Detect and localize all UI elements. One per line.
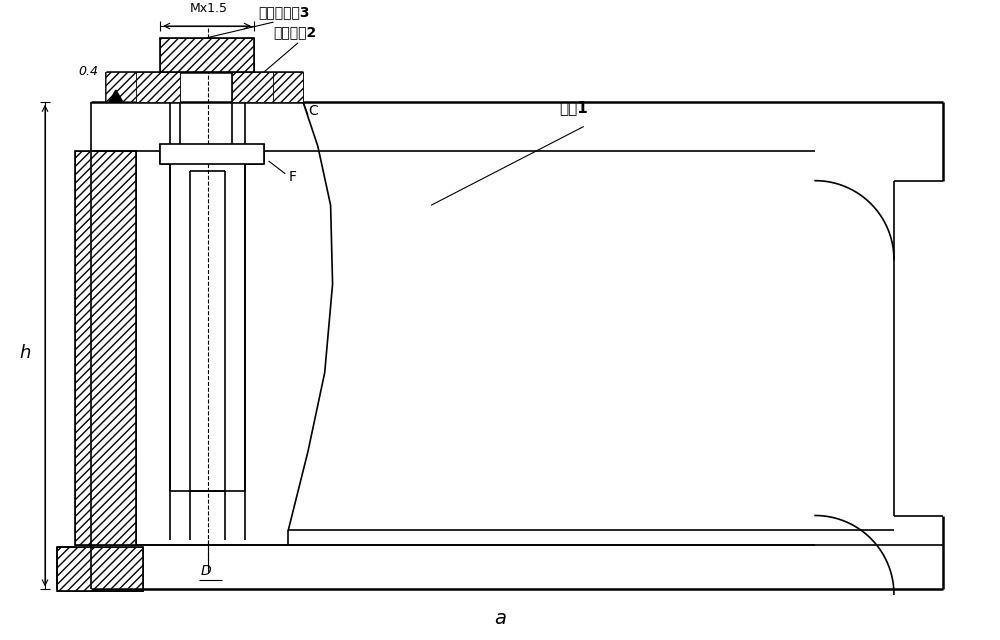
- Polygon shape: [136, 72, 180, 102]
- Text: h: h: [20, 344, 31, 362]
- Text: D: D: [201, 564, 211, 577]
- Polygon shape: [57, 547, 143, 591]
- Polygon shape: [75, 151, 136, 545]
- Text: 定位袖奃2: 定位袖奃2: [273, 25, 317, 39]
- Bar: [57, 547, 143, 591]
- Polygon shape: [249, 72, 303, 102]
- Text: Mx1.5: Mx1.5: [189, 3, 227, 15]
- Polygon shape: [160, 38, 254, 72]
- Text: 螺紋定位奃3: 螺紋定位奃3: [259, 5, 310, 19]
- Bar: [160, 144, 264, 164]
- Polygon shape: [232, 72, 273, 102]
- Polygon shape: [109, 90, 123, 102]
- Text: a: a: [494, 609, 506, 628]
- Polygon shape: [106, 72, 165, 102]
- Bar: [160, 38, 254, 72]
- Text: C: C: [308, 104, 318, 118]
- Text: 0.4: 0.4: [78, 65, 98, 78]
- Bar: [75, 151, 136, 545]
- Text: 支杧1: 支杧1: [559, 100, 588, 115]
- Text: F: F: [288, 170, 296, 184]
